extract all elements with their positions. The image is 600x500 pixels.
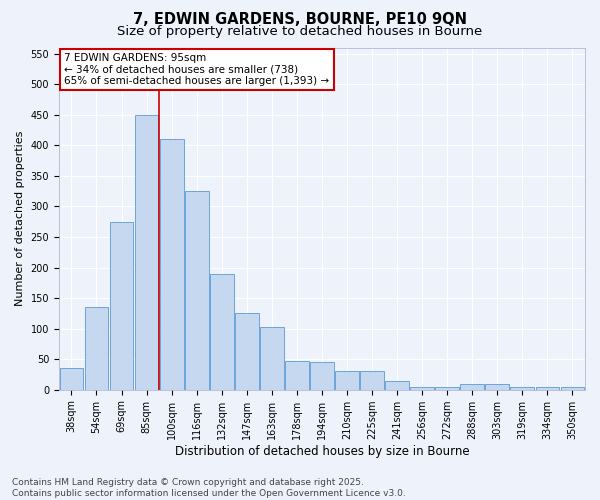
Bar: [310, 362, 334, 390]
Bar: [110, 222, 133, 390]
Bar: [335, 372, 359, 390]
Bar: [160, 139, 184, 390]
Text: Size of property relative to detached houses in Bourne: Size of property relative to detached ho…: [118, 25, 482, 38]
Bar: [385, 380, 409, 390]
Bar: [511, 386, 534, 390]
Bar: [436, 386, 459, 390]
Text: Contains HM Land Registry data © Crown copyright and database right 2025.
Contai: Contains HM Land Registry data © Crown c…: [12, 478, 406, 498]
Bar: [485, 384, 509, 390]
Bar: [536, 386, 559, 390]
Text: 7, EDWIN GARDENS, BOURNE, PE10 9QN: 7, EDWIN GARDENS, BOURNE, PE10 9QN: [133, 12, 467, 28]
Bar: [560, 386, 584, 390]
Bar: [59, 368, 83, 390]
Bar: [210, 274, 233, 390]
Y-axis label: Number of detached properties: Number of detached properties: [15, 131, 25, 306]
Bar: [185, 191, 209, 390]
Bar: [410, 386, 434, 390]
Text: 7 EDWIN GARDENS: 95sqm
← 34% of detached houses are smaller (738)
65% of semi-de: 7 EDWIN GARDENS: 95sqm ← 34% of detached…: [64, 53, 329, 86]
Bar: [235, 314, 259, 390]
Bar: [134, 114, 158, 390]
Bar: [285, 361, 309, 390]
Bar: [85, 307, 109, 390]
X-axis label: Distribution of detached houses by size in Bourne: Distribution of detached houses by size …: [175, 444, 469, 458]
Bar: [360, 372, 384, 390]
Bar: [260, 327, 284, 390]
Bar: [460, 384, 484, 390]
